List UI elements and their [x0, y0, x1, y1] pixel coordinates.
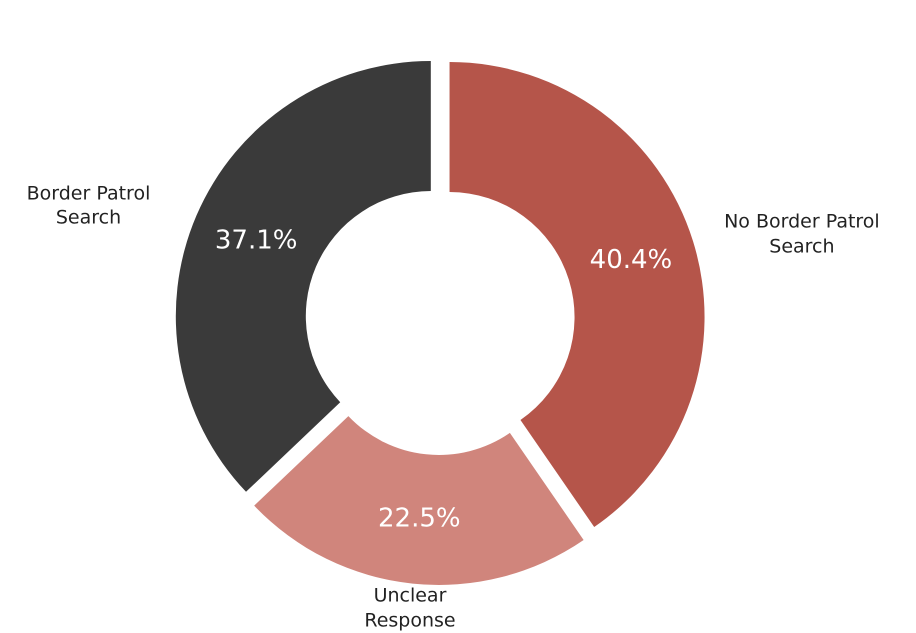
value-label: 40.4% [590, 245, 673, 275]
donut-slice [175, 61, 431, 492]
category-label: Border Patrol Search [26, 181, 151, 229]
category-label: No Border Patrol Search [724, 210, 880, 257]
category-label: Unclear Response [364, 584, 456, 632]
value-label: 37.1% [215, 226, 298, 256]
donut-slice [449, 62, 705, 528]
value-label: 22.5% [378, 503, 461, 533]
donut-slice [254, 416, 584, 585]
